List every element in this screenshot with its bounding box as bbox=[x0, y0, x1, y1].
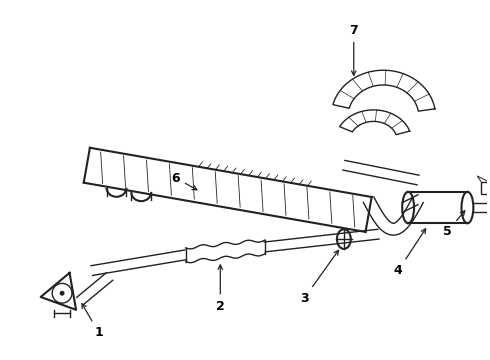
Text: 2: 2 bbox=[216, 265, 224, 312]
Circle shape bbox=[60, 291, 65, 296]
Text: 7: 7 bbox=[349, 24, 358, 75]
Bar bbox=[481, 182, 489, 194]
Text: 6: 6 bbox=[172, 171, 197, 190]
Text: 4: 4 bbox=[394, 229, 426, 277]
Text: 1: 1 bbox=[82, 304, 103, 339]
Text: 5: 5 bbox=[443, 211, 465, 238]
Text: 3: 3 bbox=[300, 250, 339, 305]
